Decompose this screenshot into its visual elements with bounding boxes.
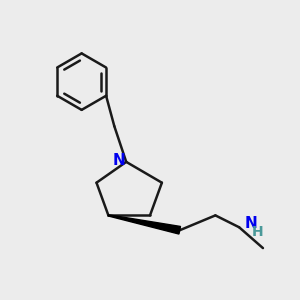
Text: N: N [244, 216, 257, 231]
Text: N: N [112, 153, 125, 168]
Text: H: H [252, 225, 264, 239]
Polygon shape [108, 215, 181, 234]
